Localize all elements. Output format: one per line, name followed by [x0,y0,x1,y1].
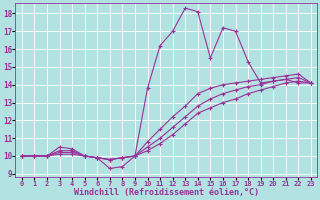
X-axis label: Windchill (Refroidissement éolien,°C): Windchill (Refroidissement éolien,°C) [74,188,259,197]
